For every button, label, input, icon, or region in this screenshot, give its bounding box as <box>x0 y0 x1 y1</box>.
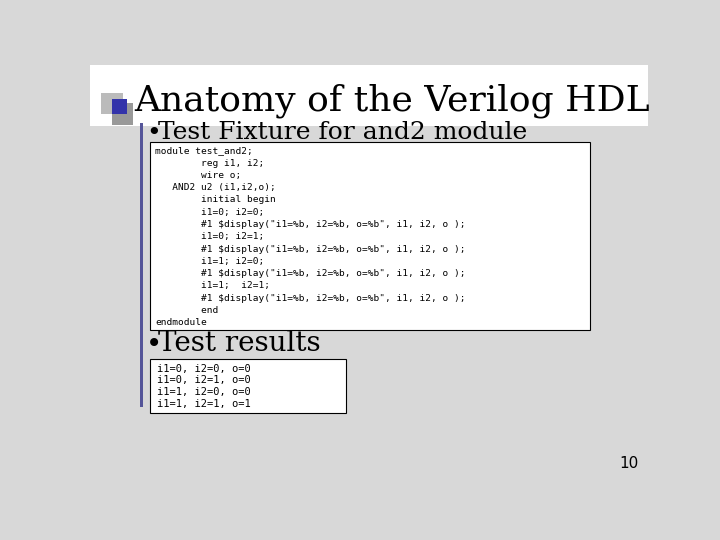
Text: i1=0; i2=0;: i1=0; i2=0; <box>155 208 264 217</box>
Bar <box>150 142 590 330</box>
Bar <box>112 103 133 125</box>
Text: #1 $display("i1=%b, i2=%b, o=%b", i1, i2, o );: #1 $display("i1=%b, i2=%b, o=%b", i1, i2… <box>155 220 466 229</box>
Text: AND2 u2 (i1,i2,o);: AND2 u2 (i1,i2,o); <box>155 183 276 192</box>
Bar <box>112 99 127 114</box>
Text: •: • <box>145 120 161 145</box>
Text: i1=1, i2=1, o=1: i1=1, i2=1, o=1 <box>157 400 251 409</box>
Text: end: end <box>155 306 218 315</box>
Bar <box>150 359 346 413</box>
Text: #1 $display("i1=%b, i2=%b, o=%b", i1, i2, o );: #1 $display("i1=%b, i2=%b, o=%b", i1, i2… <box>155 269 466 278</box>
Text: Test Fixture for and2 module: Test Fixture for and2 module <box>158 121 528 144</box>
Text: •: • <box>145 329 162 357</box>
Text: module test_and2;: module test_and2; <box>155 146 253 156</box>
Bar <box>101 92 122 114</box>
Text: wire o;: wire o; <box>155 171 241 180</box>
Text: i1=0; i2=1;: i1=0; i2=1; <box>155 232 264 241</box>
Text: i1=1, i2=0, o=0: i1=1, i2=0, o=0 <box>157 387 251 397</box>
Text: 10: 10 <box>619 456 639 471</box>
Text: endmodule: endmodule <box>155 318 207 327</box>
Text: Test results: Test results <box>158 330 321 357</box>
Text: #1 $display("i1=%b, i2=%b, o=%b", i1, i2, o );: #1 $display("i1=%b, i2=%b, o=%b", i1, i2… <box>155 294 466 302</box>
Text: #1 $display("i1=%b, i2=%b, o=%b", i1, i2, o );: #1 $display("i1=%b, i2=%b, o=%b", i1, i2… <box>155 245 466 254</box>
Bar <box>90 65 648 126</box>
Text: i1=0, i2=0, o=0: i1=0, i2=0, o=0 <box>157 363 251 374</box>
Text: i1=0, i2=1, o=0: i1=0, i2=1, o=0 <box>157 375 251 386</box>
Text: reg i1, i2;: reg i1, i2; <box>155 159 264 168</box>
Text: i1=1; i2=0;: i1=1; i2=0; <box>155 257 264 266</box>
Bar <box>140 123 143 408</box>
Text: initial begin: initial begin <box>155 195 276 205</box>
Text: i1=1;  i2=1;: i1=1; i2=1; <box>155 281 270 291</box>
Text: Anatomy of the Verilog HDL: Anatomy of the Verilog HDL <box>135 84 650 118</box>
